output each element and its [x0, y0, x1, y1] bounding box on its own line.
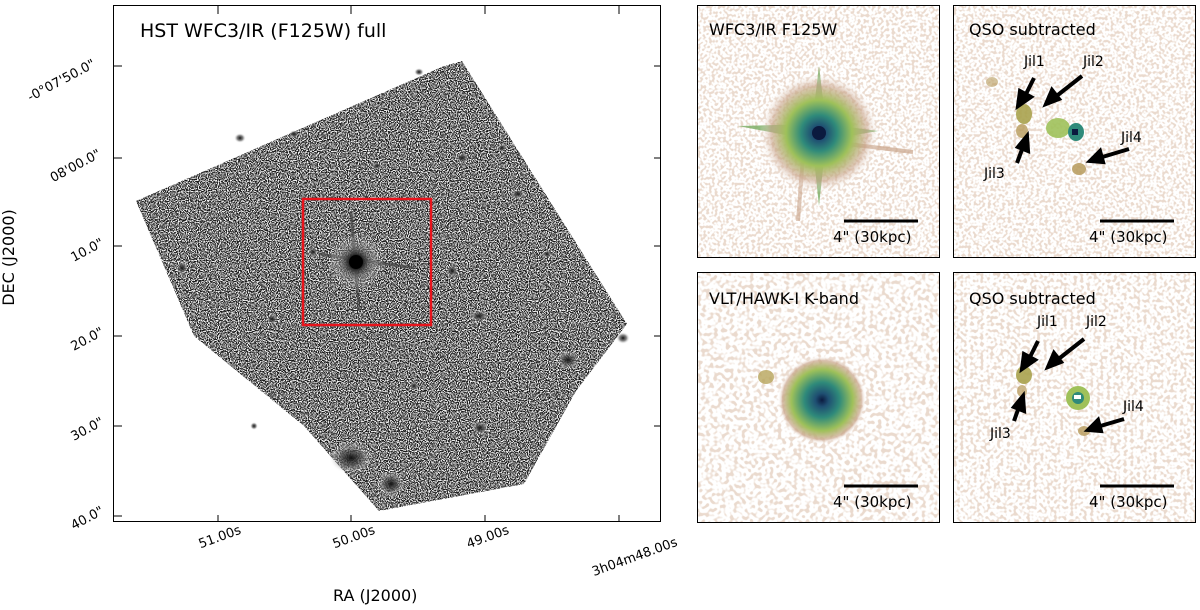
jil1-label: Jil1 [1024, 54, 1045, 70]
x-axis-label: RA (J2000) [333, 586, 418, 605]
hawki-residual-image [954, 273, 1195, 522]
hawki-qso-subtracted-panel: QSO subtracted Jil1 Jil2 Jil3 Jil4 4" (3… [953, 272, 1196, 523]
y-tick-label: 40.0" [68, 503, 107, 534]
hawki-cutout-image [698, 273, 939, 522]
arrows [1014, 74, 1130, 165]
arrows [1010, 337, 1125, 434]
residual-sources [986, 77, 1086, 175]
scale-label: 4" (30kpc) [833, 228, 912, 246]
qso-highlight-box [301, 197, 433, 327]
panel-title: QSO subtracted [969, 20, 1096, 39]
scale-label: 4" (30kpc) [1089, 228, 1168, 246]
panel-title: WFC3/IR F125W [709, 20, 838, 39]
scale-label: 4" (30kpc) [833, 493, 912, 511]
hst-sources [176, 68, 630, 497]
jil1-label: Jil1 [1037, 314, 1058, 330]
y-tick-label: -0°07'50.0" [25, 56, 99, 106]
hst-residual-image [954, 6, 1195, 257]
jil4-label: Jil4 [1121, 130, 1142, 146]
hst-qso-subtracted-panel: QSO subtracted Jil1 Jil2 Jil3 Jil4 4" (3… [953, 5, 1196, 258]
y-tick-label: 10.0" [68, 235, 107, 266]
wfc3-qso [738, 66, 914, 222]
wfc3-cutout-panel: WFC3/IR F125W 4" (30kpc) [697, 5, 940, 258]
jil4-label: Jil4 [1123, 399, 1144, 415]
x-tick-label: 3h04m48.00s [590, 535, 680, 580]
panel-title: QSO subtracted [969, 289, 1096, 308]
panel-title: VLT/HAWK-I K-band [709, 289, 859, 308]
jil2-label: Jil2 [1083, 54, 1104, 70]
hst-full-image [114, 6, 660, 521]
y-tick-label: 30.0" [68, 414, 107, 445]
y-axis-label: DEC (J2000) [0, 209, 18, 306]
jil3-label: Jil3 [984, 166, 1005, 182]
y-tick-label: 08'00.0" [47, 146, 104, 186]
x-tick-label: 49.00s [464, 522, 512, 553]
y-tick-label: 20.0" [68, 324, 107, 355]
hst-panel-title: HST WFC3/IR (F125W) full [140, 20, 387, 42]
jil2-label: Jil2 [1086, 314, 1107, 330]
x-tick-label: 50.00s [330, 522, 378, 553]
hawki-cutout-panel: VLT/HAWK-I K-band 4" (30kpc) [697, 272, 940, 523]
wfc3-cutout-image [698, 6, 939, 257]
hawki-qso [778, 356, 866, 444]
hst-full-image-panel: HST WFC3/IR (F125W) full [113, 5, 661, 522]
x-tick-label: 51.00s [196, 522, 244, 553]
jil3-label: Jil3 [990, 426, 1011, 442]
scale-label: 4" (30kpc) [1089, 493, 1168, 511]
hst-qso [318, 210, 415, 312]
